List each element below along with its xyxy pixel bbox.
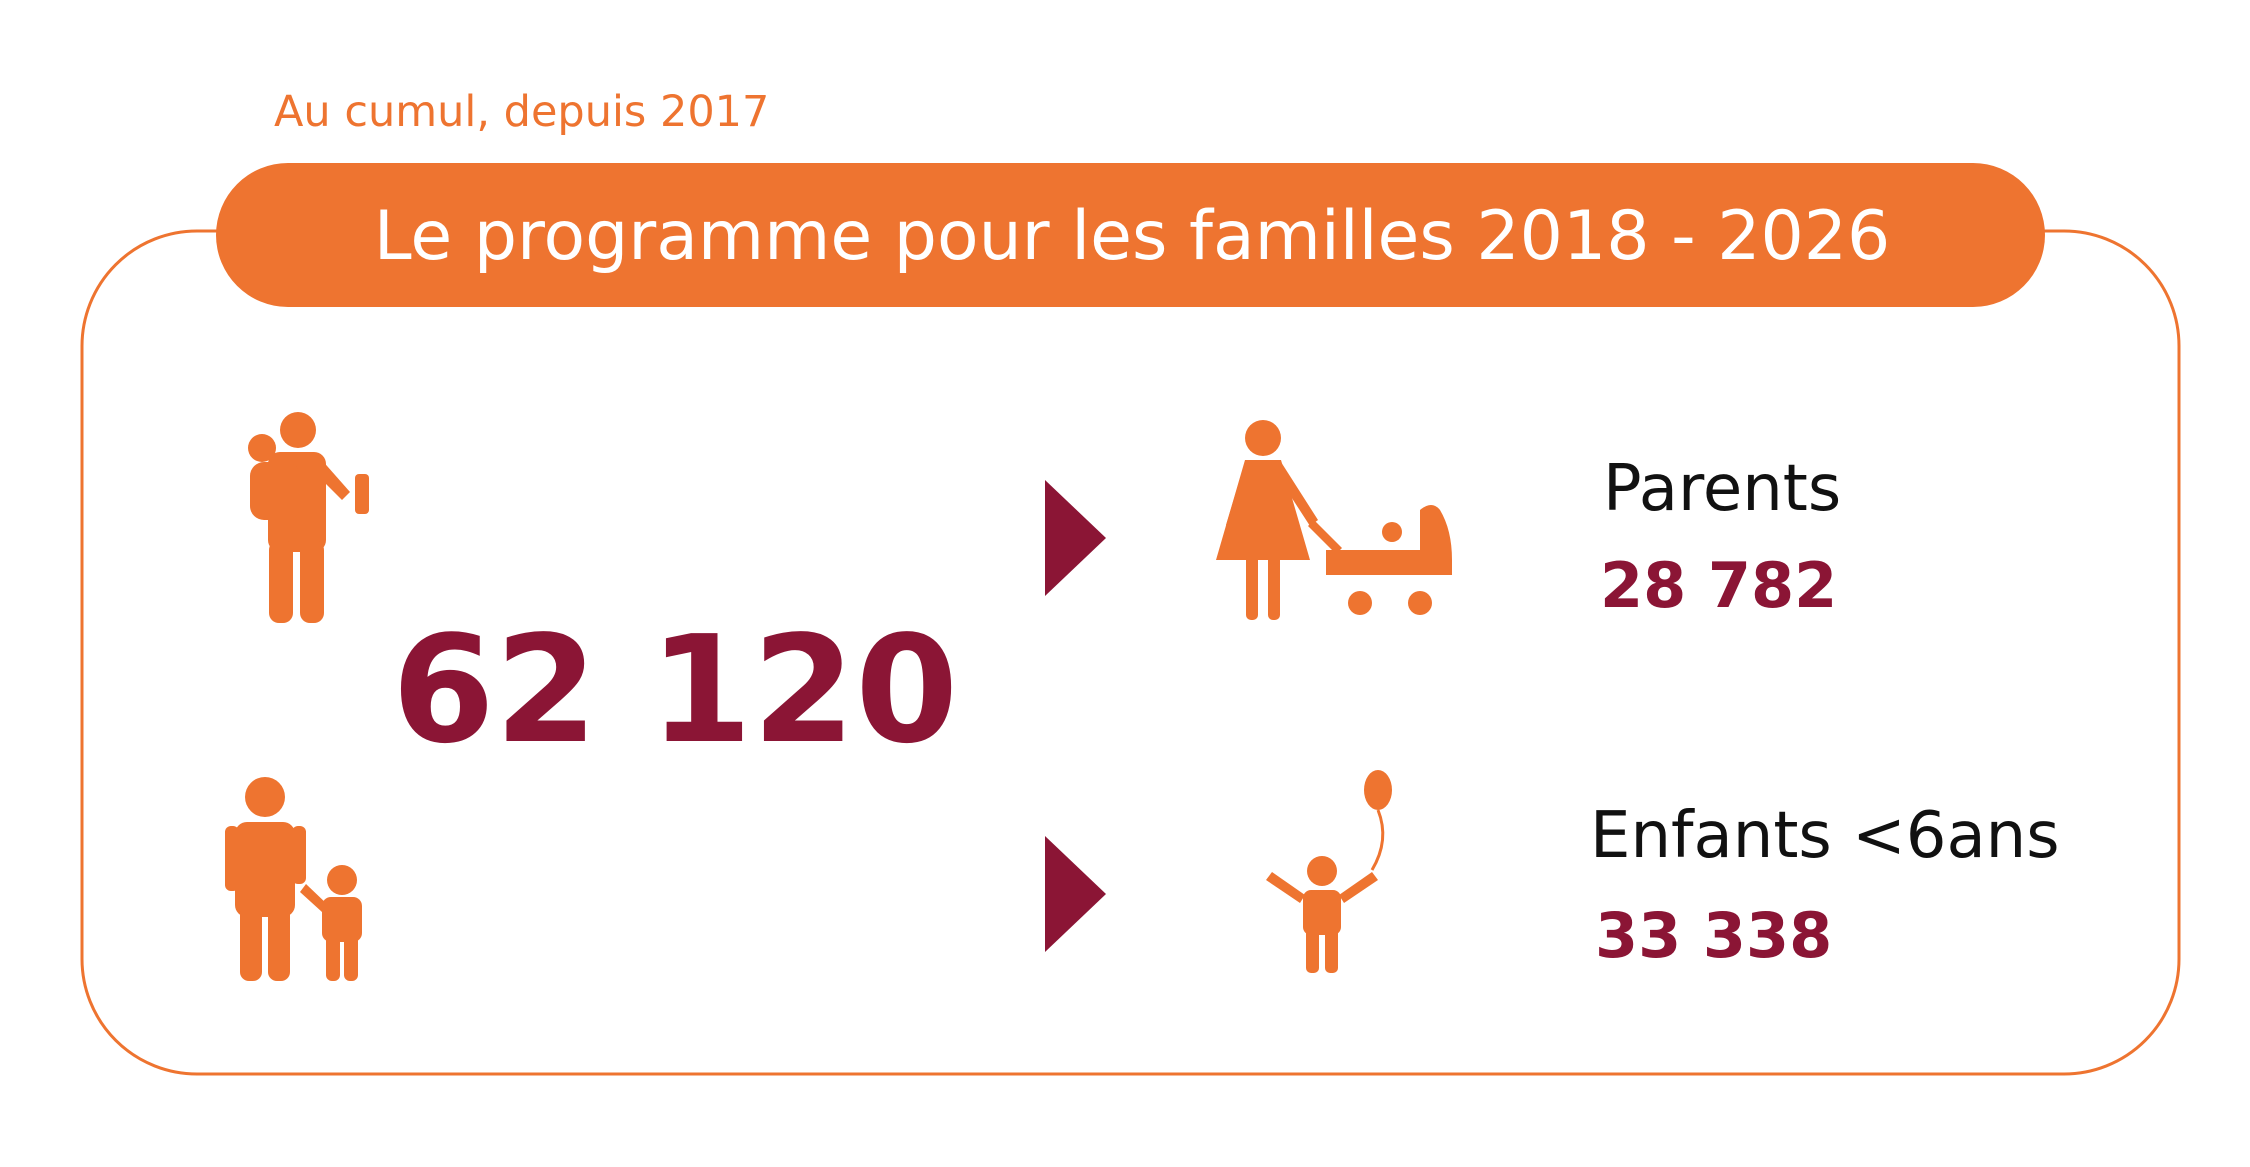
group-value: 33 338 [1595, 899, 1832, 972]
group-value: 28 782 [1600, 549, 1837, 622]
note: Au cumul, depuis 2017 [274, 87, 769, 137]
group-label: Enfants <6ans [1590, 799, 2060, 873]
arrow [1045, 480, 1106, 596]
icon-man-child [225, 777, 362, 981]
group-label: Parents [1603, 452, 1841, 526]
icon-child-balloon [1266, 770, 1392, 973]
arrow [1045, 836, 1106, 952]
total: 62 120 [392, 604, 958, 776]
icon-father-baby [248, 412, 369, 623]
title: Le programme pour les familles 2018 - 20… [374, 197, 1891, 276]
title-pill [216, 163, 2045, 307]
icon-woman-stroller [1216, 420, 1452, 620]
